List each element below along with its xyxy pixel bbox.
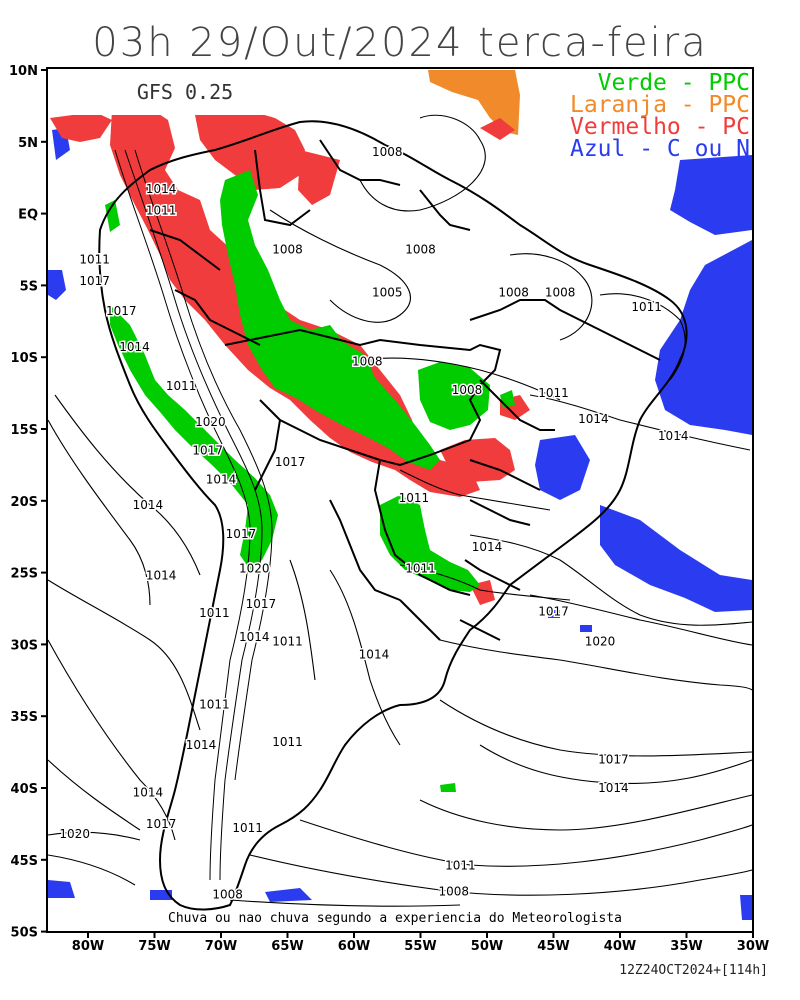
isobar-label: 1017 bbox=[275, 455, 306, 469]
legend-entry: Verde - PPC bbox=[598, 70, 750, 96]
isobar-label: 1011 bbox=[399, 491, 430, 505]
lat-label: 15S bbox=[11, 423, 38, 438]
isobar-label: 1014 bbox=[359, 647, 390, 661]
map-title: 03h 29/Out/2024 terca-feira bbox=[92, 20, 708, 66]
isobar-label: 1020 bbox=[585, 635, 616, 649]
isobar-label: 1014 bbox=[133, 498, 164, 512]
isobar-label: 1011 bbox=[405, 561, 436, 575]
isobar-label: 1011 bbox=[272, 635, 303, 649]
isobar-label: 1011 bbox=[631, 300, 662, 314]
lon-label: 40W bbox=[604, 939, 636, 954]
isobar-label: 1011 bbox=[199, 698, 230, 712]
isobar-label: 1008 bbox=[352, 355, 383, 369]
isobar-label: 1008 bbox=[452, 383, 483, 397]
country-borders bbox=[98, 120, 688, 911]
lat-label: 5S bbox=[20, 279, 38, 294]
isobar-label: 1008 bbox=[405, 243, 436, 257]
isobar-label: 1011 bbox=[166, 379, 197, 393]
lon-label: 65W bbox=[271, 939, 303, 954]
isobar-label: 1020 bbox=[195, 415, 226, 429]
lon-label: 30W bbox=[737, 939, 769, 954]
isobar-lines bbox=[47, 114, 753, 907]
isobar-label: 1011 bbox=[272, 735, 303, 749]
isobar-label: 1014 bbox=[239, 630, 270, 644]
lon-label: 75W bbox=[138, 939, 170, 954]
isobar-label: 1014 bbox=[658, 429, 689, 443]
isobar-label: 1017 bbox=[79, 274, 110, 288]
isobar-label: 1017 bbox=[226, 527, 257, 541]
isobar-label: 1005 bbox=[372, 286, 403, 300]
isobar-label: 1011 bbox=[146, 204, 177, 218]
isobar-label: 1017 bbox=[146, 817, 177, 831]
lat-label: EQ bbox=[18, 208, 38, 223]
lat-label: 10S bbox=[11, 351, 38, 366]
isobar-label: 1017 bbox=[538, 604, 569, 618]
green-areas bbox=[105, 170, 515, 792]
lon-label: 60W bbox=[338, 939, 370, 954]
lat-label: 20S bbox=[11, 495, 38, 510]
legend-entry: Azul - C ou N bbox=[570, 136, 750, 162]
run-info: 12Z24OCT2024+[114h] bbox=[619, 963, 768, 978]
isobar-label: 1011 bbox=[79, 253, 110, 267]
isobar-label: 1011 bbox=[232, 821, 263, 835]
lat-label: 5N bbox=[18, 136, 38, 151]
isobar-label: 1014 bbox=[119, 340, 150, 354]
isobar-label: 1017 bbox=[246, 597, 277, 611]
lat-label: 50S bbox=[11, 926, 38, 941]
isobar-label: 1011 bbox=[445, 859, 476, 873]
isobar-label: 1008 bbox=[212, 887, 243, 901]
lat-label: 45S bbox=[11, 854, 38, 869]
lon-label: 55W bbox=[404, 939, 436, 954]
isobar-label: 1008 bbox=[272, 243, 303, 257]
lat-label: 10N bbox=[9, 64, 38, 79]
isobar-label: 1011 bbox=[538, 386, 569, 400]
orange-area bbox=[428, 70, 520, 135]
isobar-label: 1014 bbox=[146, 182, 177, 196]
isobar-label: 1017 bbox=[192, 444, 223, 458]
isobar-label: 1008 bbox=[545, 286, 576, 300]
isobar-label: 1020 bbox=[239, 561, 270, 575]
lat-label: 40S bbox=[11, 782, 38, 797]
isobar-label: 1017 bbox=[106, 304, 137, 318]
model-box bbox=[50, 70, 320, 115]
blue-areas bbox=[48, 128, 752, 920]
isobar-label: 1014 bbox=[186, 738, 217, 752]
lat-label: 30S bbox=[11, 638, 38, 653]
caption: Chuva ou nao chuva segundo a experiencia… bbox=[168, 911, 622, 926]
lon-label: 80W bbox=[72, 939, 104, 954]
lon-label: 50W bbox=[471, 939, 503, 954]
lat-label: 35S bbox=[11, 710, 38, 725]
isobar-label: 1014 bbox=[206, 472, 237, 486]
isobar-label: 1017 bbox=[598, 752, 629, 766]
legend-entry: Vermelho - PC bbox=[570, 114, 750, 140]
isobar-label: 1014 bbox=[598, 781, 629, 795]
isobar-label: 1011 bbox=[199, 606, 230, 620]
lon-label: 35W bbox=[670, 939, 702, 954]
lon-label: 45W bbox=[537, 939, 569, 954]
model-label: GFS 0.25 bbox=[137, 80, 233, 104]
isobar-label: 1014 bbox=[578, 412, 609, 426]
legend-entry: Laranja - PPC bbox=[570, 92, 750, 118]
lat-label: 25S bbox=[11, 567, 38, 582]
axes: 10N 5N EQ 5S 10S 15S 20S 25S 30S 35S 40S 45S 50S 80W 7… bbox=[9, 64, 769, 954]
lon-label: 70W bbox=[205, 939, 237, 954]
isobar-label: 1008 bbox=[372, 145, 403, 159]
isobar-label: 1020 bbox=[59, 827, 90, 841]
isobar-label: 1014 bbox=[133, 785, 164, 799]
isobar-label: 1014 bbox=[472, 540, 503, 554]
precipitation-areas bbox=[48, 70, 752, 920]
terrain-contours bbox=[114, 149, 273, 881]
isobar-label: 1008 bbox=[498, 286, 529, 300]
isobar-label: 1014 bbox=[146, 568, 177, 582]
isobar-label: 1008 bbox=[438, 884, 469, 898]
